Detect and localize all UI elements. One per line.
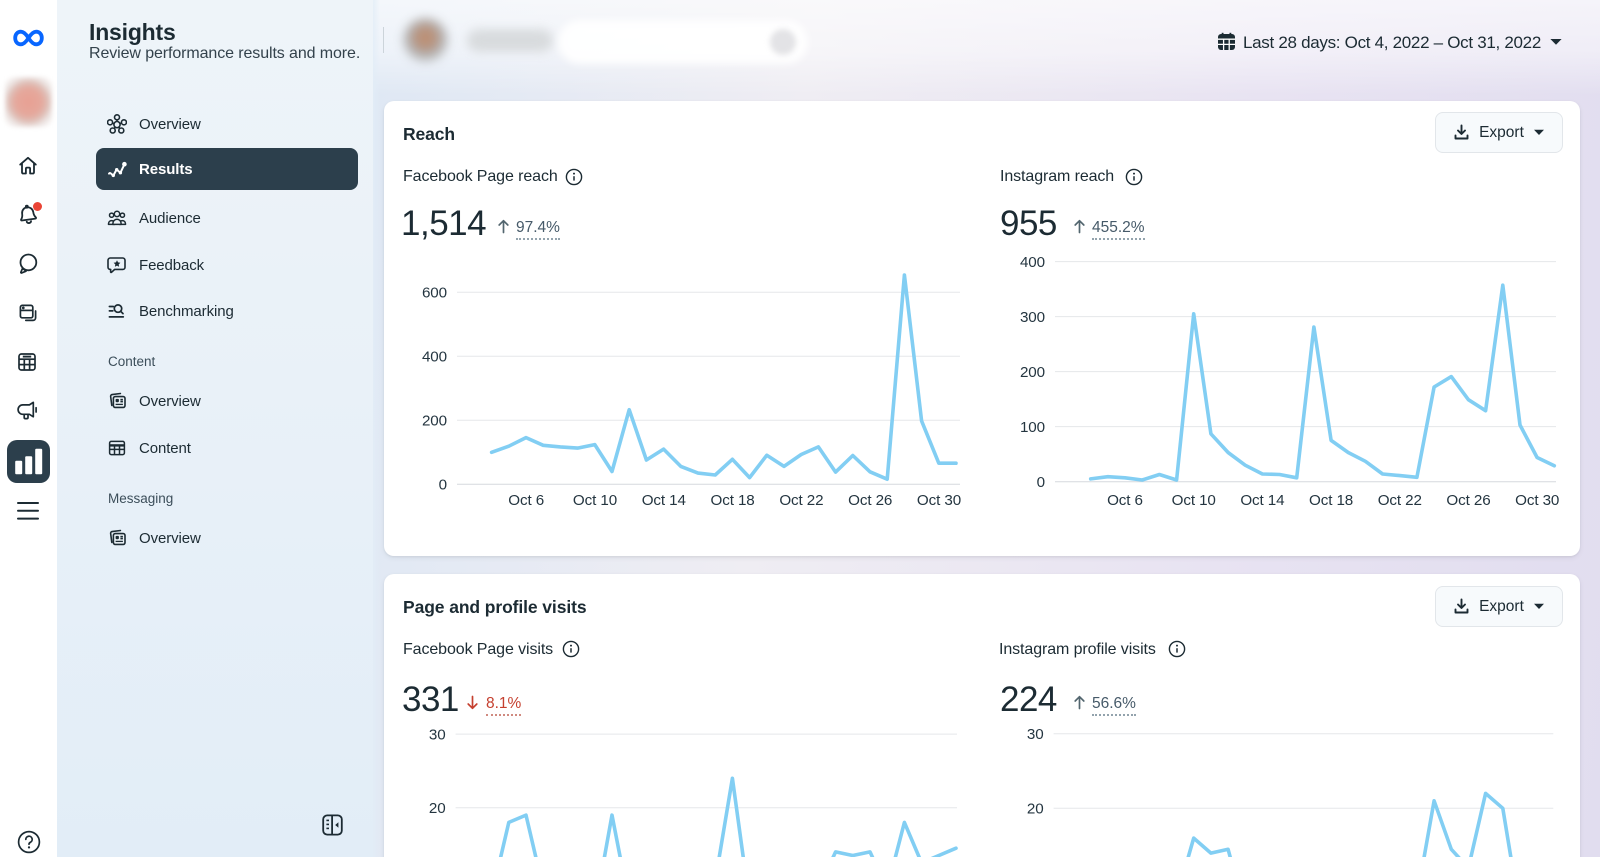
svg-text:Oct 6: Oct 6	[508, 492, 544, 509]
svg-text:Oct 22: Oct 22	[1378, 492, 1422, 509]
svg-text:100: 100	[1020, 419, 1045, 436]
svg-text:20: 20	[1027, 801, 1044, 818]
svg-text:200: 200	[1020, 364, 1045, 381]
svg-text:Oct 14: Oct 14	[642, 492, 686, 509]
svg-text:Oct 18: Oct 18	[711, 492, 755, 509]
svg-text:0: 0	[1037, 474, 1045, 491]
svg-text:Oct 26: Oct 26	[848, 492, 892, 509]
svg-text:300: 300	[1020, 309, 1045, 326]
svg-text:Oct 22: Oct 22	[779, 492, 823, 509]
svg-text:20: 20	[429, 800, 446, 817]
svg-text:Oct 26: Oct 26	[1446, 492, 1490, 509]
svg-text:Oct 10: Oct 10	[573, 492, 617, 509]
svg-text:200: 200	[422, 413, 447, 430]
svg-text:Oct 18: Oct 18	[1309, 492, 1353, 509]
svg-text:30: 30	[429, 726, 446, 743]
svg-text:Oct 14: Oct 14	[1240, 492, 1284, 509]
svg-text:Oct 6: Oct 6	[1107, 492, 1143, 509]
svg-text:0: 0	[439, 477, 447, 494]
svg-text:30: 30	[1027, 726, 1044, 743]
svg-text:Oct 10: Oct 10	[1172, 492, 1216, 509]
svg-text:400: 400	[1020, 254, 1045, 271]
svg-text:600: 600	[422, 285, 447, 302]
svg-text:Oct 30: Oct 30	[917, 492, 961, 509]
svg-text:400: 400	[422, 349, 447, 366]
svg-text:Oct 30: Oct 30	[1515, 492, 1559, 509]
